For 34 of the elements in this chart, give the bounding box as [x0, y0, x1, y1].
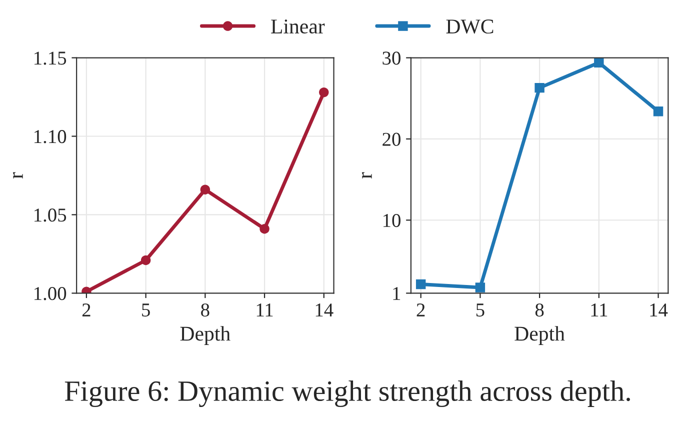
x-tick-label: 8 [535, 303, 544, 317]
x-axis-title: Depth [514, 326, 565, 345]
point [475, 282, 486, 292]
x-tick-label: 2 [82, 304, 90, 316]
legend-label: DWC [446, 20, 494, 34]
x-tick-label: 11 [591, 304, 608, 316]
x-axis-title: Depth [180, 326, 230, 345]
y-tick-label: 1.00 [34, 286, 66, 300]
x-tick-label: 5 [476, 304, 484, 317]
caption: Figure 6: Dynamic weight strength across depth. [64, 380, 630, 408]
y-tick-label: 20 [382, 132, 400, 146]
y-tick-label: 1.15 [34, 52, 66, 65]
x-tick-label: 14 [650, 304, 668, 316]
point [319, 87, 329, 98]
y-tick-label: 1.05 [34, 208, 66, 222]
x-tick-label: 5 [142, 304, 150, 317]
point [594, 58, 604, 68]
y-axis-title: r [13, 172, 23, 179]
point [260, 224, 270, 234]
y-axis-title: r [362, 172, 372, 179]
y-tick-label: 1.10 [34, 130, 66, 144]
point [200, 184, 210, 194]
x-tick-label: 11 [256, 304, 273, 316]
x-tick-label: 2 [416, 304, 425, 316]
point [140, 255, 151, 266]
point [653, 106, 664, 116]
point [534, 82, 544, 93]
point [416, 279, 426, 290]
y-tick-label: 1 [393, 287, 400, 300]
y-tick-label: 10 [383, 214, 400, 228]
x-tick-label: 8 [201, 303, 210, 317]
legend-label: Linear [271, 20, 325, 34]
y-tick-label: 30 [382, 52, 400, 65]
x-tick-label: 14 [316, 304, 334, 316]
